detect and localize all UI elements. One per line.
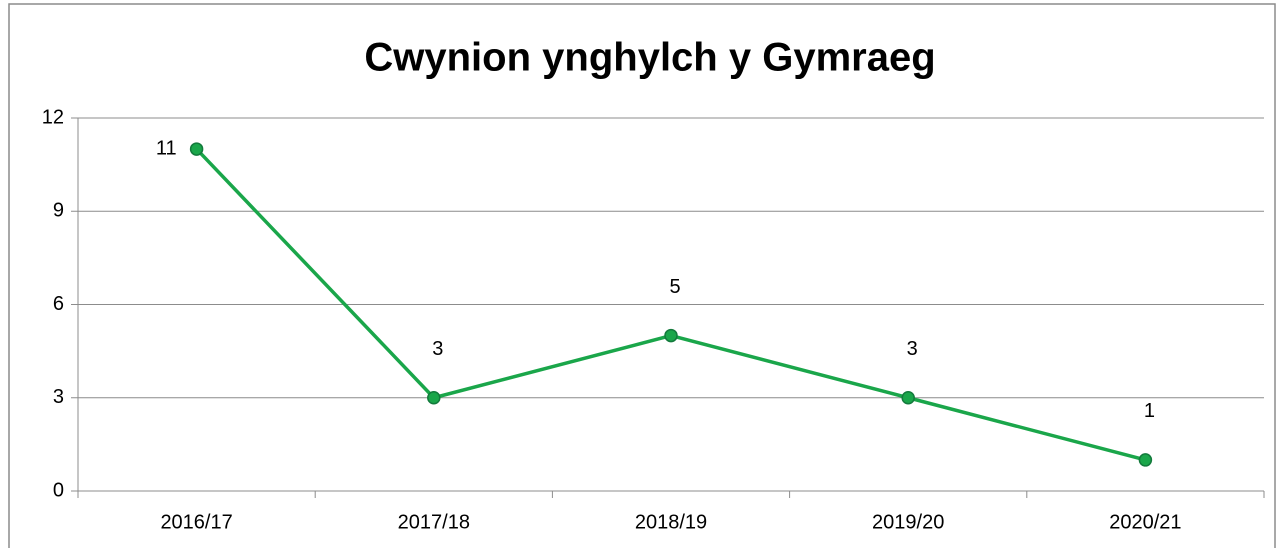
chart-title: Cwynion ynghylch y Gymraeg: [364, 36, 935, 80]
data-label: 11: [156, 137, 177, 159]
x-tick-label: 2018/19: [635, 511, 707, 533]
point: [1138, 453, 1153, 467]
x-tick-label: 2016/17: [160, 511, 232, 533]
chart-border: [8, 3, 1276, 548]
x-tick-label: 2019/20: [872, 511, 944, 533]
point: [901, 391, 915, 405]
x-tick-label: 2017/18: [398, 511, 470, 533]
data-label: 5: [669, 276, 680, 298]
point: [189, 142, 204, 156]
y-tick-label: 6: [53, 293, 64, 315]
y-tick-label: 0: [53, 479, 64, 501]
y-tick-label: 12: [42, 106, 64, 128]
y-tick-label: 9: [53, 200, 64, 222]
data-label: 3: [432, 338, 443, 360]
x-tick-label: 2020/21: [1109, 511, 1181, 533]
data-label: 1: [1144, 400, 1155, 422]
point: [664, 328, 678, 343]
point: [427, 391, 441, 405]
data-label: 3: [907, 338, 918, 360]
y-tick-label: 3: [53, 386, 64, 408]
